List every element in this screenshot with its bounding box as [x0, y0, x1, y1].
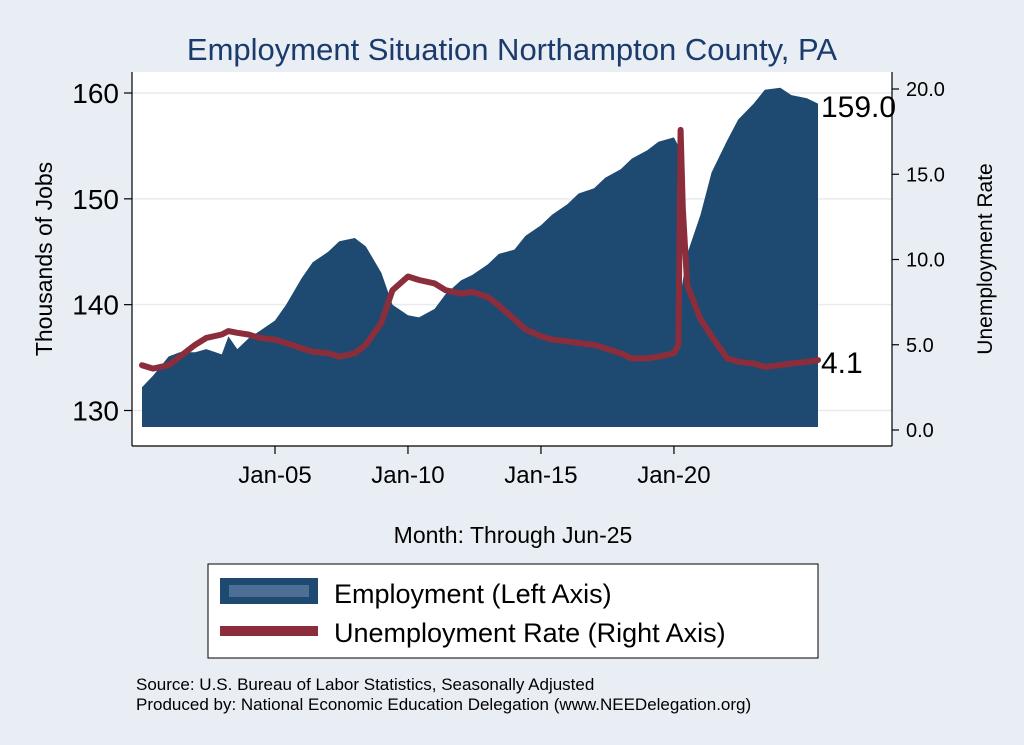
- right-tick-label: 0.0: [906, 420, 934, 442]
- y2-axis-label: Unemployment Rate: [974, 163, 997, 354]
- right-tick-label: 5.0: [906, 335, 934, 357]
- legend-label-unemployment: Unemployment Rate (Right Axis): [334, 618, 726, 648]
- left-tick-label: 130: [72, 396, 119, 427]
- left-tick-label: 160: [72, 78, 119, 109]
- source-note: Source: U.S. Bureau of Labor Statistics,…: [136, 675, 594, 694]
- x-axis-label: Month: Through Jun-25: [394, 522, 633, 548]
- legend-swatch-unemployment: [220, 626, 318, 636]
- left-axis-ticks: 130 140 150 160: [72, 78, 132, 427]
- left-tick-label: 140: [72, 290, 119, 321]
- right-tick-label: 10.0: [906, 250, 945, 272]
- x-tick-label: Jan-15: [504, 462, 577, 489]
- left-tick-label: 150: [72, 184, 119, 215]
- unemployment-end-annotation: 4.1: [821, 347, 863, 380]
- y-axis-label: Thousands of Jobs: [31, 162, 57, 356]
- right-axis-ticks: 0.0 5.0 10.0 15.0 20.0: [892, 79, 945, 442]
- employment-end-annotation: 159.0: [821, 91, 896, 124]
- x-tick-label: Jan-10: [371, 462, 444, 489]
- chart-title: Employment Situation Northampton County,…: [187, 32, 837, 67]
- x-tick-label: Jan-05: [238, 462, 311, 489]
- x-tick-label: Jan-20: [637, 462, 710, 489]
- legend-swatch-employment-inner: [229, 585, 309, 597]
- x-axis-ticks: Jan-05 Jan-10 Jan-15 Jan-20: [238, 446, 711, 489]
- legend-label-employment: Employment (Left Axis): [334, 579, 612, 609]
- produced-by-note: Produced by: National Economic Education…: [136, 695, 751, 714]
- right-tick-label: 20.0: [906, 79, 945, 101]
- right-tick-label: 15.0: [906, 164, 945, 186]
- employment-area: [142, 87, 818, 427]
- legend: Employment (Left Axis) Unemployment Rate…: [207, 563, 819, 659]
- unemployment-line: [139, 126, 821, 372]
